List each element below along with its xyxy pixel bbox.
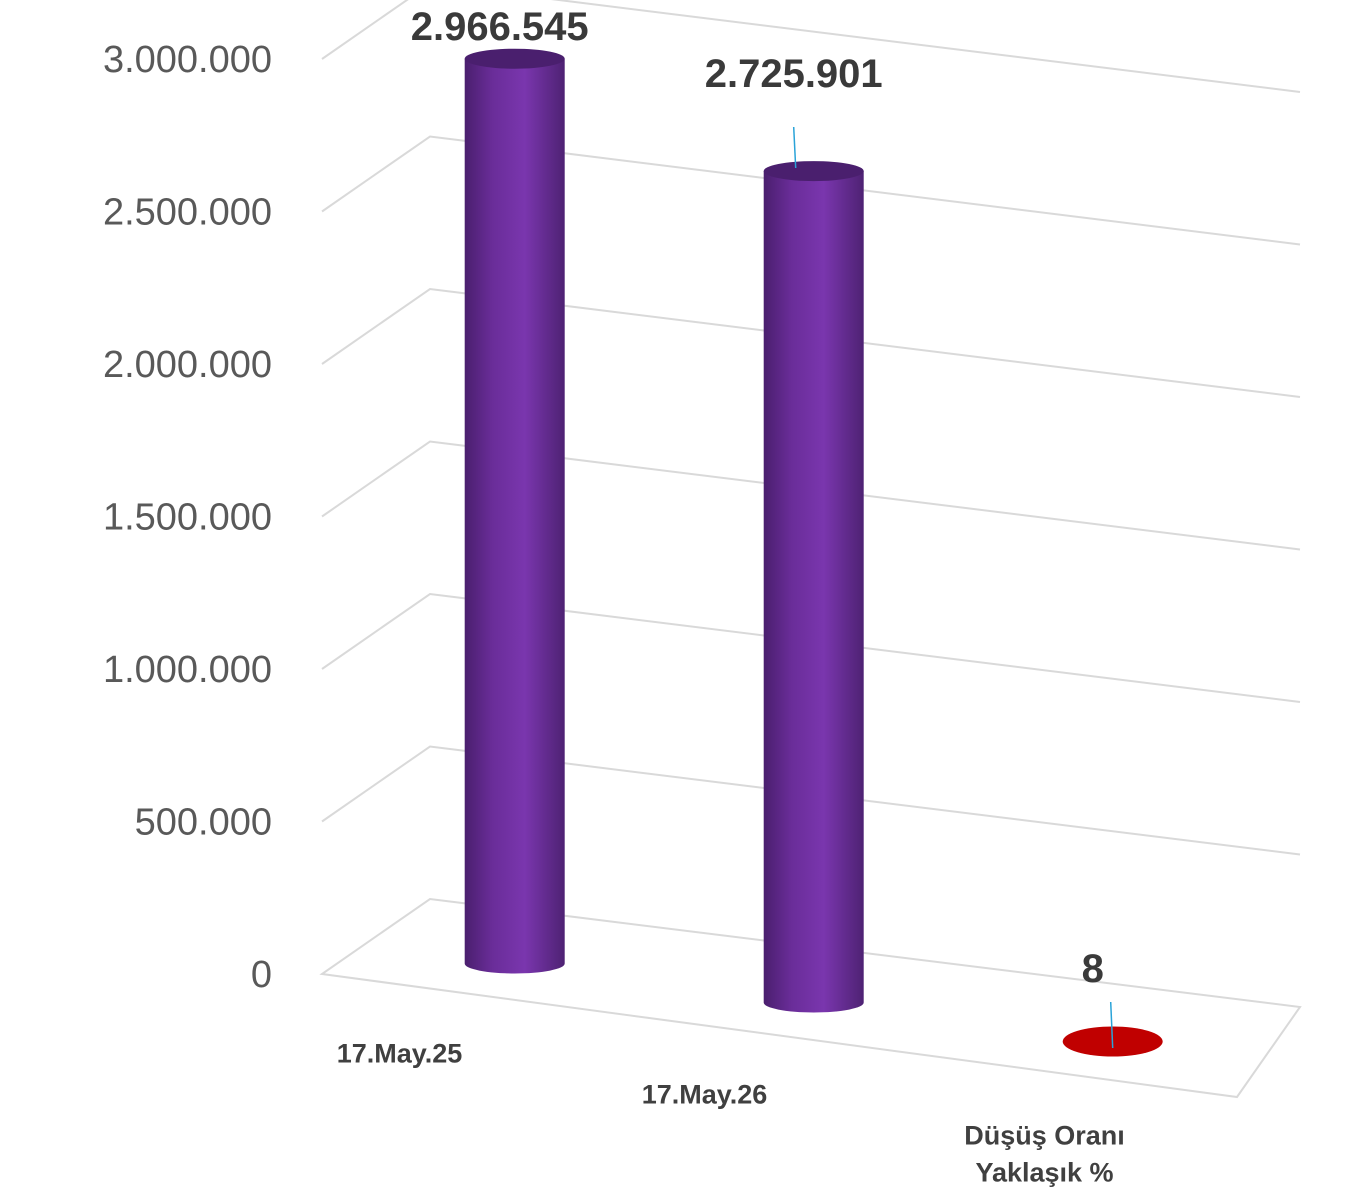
- data-label: 8: [1082, 947, 1104, 991]
- leader-line: [792, 126, 797, 169]
- floor-outline: [319, 897, 1302, 1099]
- gridline: [321, 135, 1301, 246]
- gridlines: [321, 0, 1301, 856]
- gridline: [321, 592, 1301, 703]
- y-tick-label: 1.500.000: [103, 497, 272, 539]
- y-tick-label: 1.000.000: [103, 649, 272, 691]
- y-axis-ticks: 0 500.000 1.000.000 1.500.000 2.000.000 2.500…: [103, 39, 272, 996]
- category-label: 17.May.25: [337, 1039, 463, 1069]
- category-label: Yaklaşık %: [975, 1158, 1113, 1188]
- bar-top: [464, 48, 565, 69]
- y-tick-label: 2.000.000: [103, 344, 272, 386]
- bar-body: [464, 58, 565, 974]
- data-label: 2.725.901: [705, 52, 883, 96]
- gridline: [321, 0, 1301, 93]
- y-tick-label: 500.000: [135, 802, 272, 844]
- gridline: [321, 745, 1301, 856]
- bar-body: [763, 171, 864, 1013]
- gridline: [321, 287, 1301, 398]
- gridline: [321, 440, 1301, 551]
- chart-floor: [319, 897, 1302, 1099]
- bar-top: [763, 161, 864, 182]
- y-tick-label: 3.000.000: [103, 39, 272, 81]
- bar-2: [763, 161, 864, 1013]
- bars: [464, 48, 1163, 1057]
- leader-line: [1109, 1001, 1114, 1049]
- bar-1: [464, 48, 565, 974]
- x-axis-categories: 17.May.25 17.May.26 Düşüş Oranı Yaklaşık %: [337, 1039, 1125, 1188]
- category-label: Düşüş Oranı: [964, 1121, 1125, 1151]
- data-labels: 2.966.545 2.725.901 8: [411, 5, 1114, 1049]
- category-label: 17.May.26: [642, 1080, 768, 1110]
- y-tick-label: 2.500.000: [103, 192, 272, 234]
- y-tick-label: 0: [251, 954, 272, 996]
- data-label: 2.966.545: [411, 5, 589, 49]
